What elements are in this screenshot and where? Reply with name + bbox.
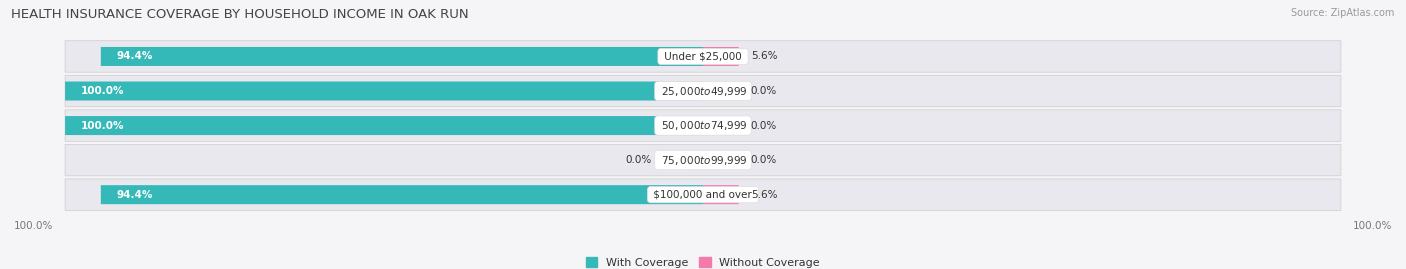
Text: $25,000 to $49,999: $25,000 to $49,999 — [658, 84, 748, 98]
FancyBboxPatch shape — [688, 151, 703, 170]
FancyBboxPatch shape — [703, 116, 718, 135]
FancyBboxPatch shape — [65, 179, 1341, 210]
Text: 100.0%: 100.0% — [14, 221, 53, 231]
FancyBboxPatch shape — [65, 75, 1341, 107]
Text: $100,000 and over: $100,000 and over — [651, 190, 755, 200]
Text: 0.0%: 0.0% — [751, 86, 778, 96]
Text: 0.0%: 0.0% — [751, 121, 778, 130]
FancyBboxPatch shape — [65, 144, 1341, 176]
Legend: With Coverage, Without Coverage: With Coverage, Without Coverage — [586, 257, 820, 268]
Text: $50,000 to $74,999: $50,000 to $74,999 — [658, 119, 748, 132]
Text: 94.4%: 94.4% — [117, 51, 153, 61]
Text: 0.0%: 0.0% — [626, 155, 652, 165]
Text: 94.4%: 94.4% — [117, 190, 153, 200]
Text: HEALTH INSURANCE COVERAGE BY HOUSEHOLD INCOME IN OAK RUN: HEALTH INSURANCE COVERAGE BY HOUSEHOLD I… — [11, 8, 468, 21]
FancyBboxPatch shape — [65, 116, 703, 135]
Text: 100.0%: 100.0% — [82, 86, 125, 96]
FancyBboxPatch shape — [703, 47, 738, 66]
Text: $75,000 to $99,999: $75,000 to $99,999 — [658, 154, 748, 167]
Text: 5.6%: 5.6% — [751, 190, 778, 200]
Text: Source: ZipAtlas.com: Source: ZipAtlas.com — [1291, 8, 1395, 18]
FancyBboxPatch shape — [703, 151, 718, 170]
Text: 100.0%: 100.0% — [1353, 221, 1392, 231]
FancyBboxPatch shape — [703, 82, 718, 101]
Text: Under $25,000: Under $25,000 — [661, 51, 745, 61]
FancyBboxPatch shape — [65, 110, 1341, 141]
FancyBboxPatch shape — [101, 185, 703, 204]
Text: 5.6%: 5.6% — [751, 51, 778, 61]
FancyBboxPatch shape — [703, 185, 738, 204]
FancyBboxPatch shape — [65, 41, 1341, 72]
Text: 100.0%: 100.0% — [82, 121, 125, 130]
Text: 0.0%: 0.0% — [751, 155, 778, 165]
FancyBboxPatch shape — [101, 47, 703, 66]
FancyBboxPatch shape — [65, 82, 703, 101]
